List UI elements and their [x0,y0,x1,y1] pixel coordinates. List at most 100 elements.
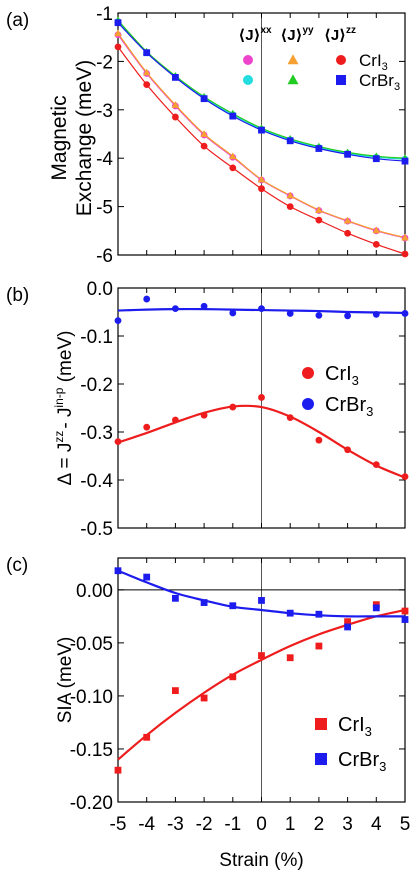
data-point [143,733,151,741]
data-point [200,130,208,137]
legend-marker [243,75,253,85]
x-tick-label: -2 [196,814,213,835]
data-point [401,233,409,241]
data-point [372,311,380,318]
fit-line [117,569,405,618]
data-point [114,29,122,37]
data-point [172,687,179,695]
data-point [114,766,122,774]
y-tick-label: 0.0 [87,279,113,300]
data-point [286,310,294,317]
data-point [372,240,380,248]
x-tick-label: 5 [400,814,411,835]
panel-label: (a) [6,10,29,31]
x-axis-label: Strain (%) [219,850,303,871]
y-tick-label: -0.1 [80,327,113,348]
data-point [172,113,179,121]
y-axis-label-line1: Magnetic [48,95,71,180]
data-point [286,609,294,617]
legend-label: CrBr3 [325,394,373,419]
x-tick-label: 0 [256,814,267,835]
data-point [401,250,409,258]
legend-label: CrBr3 [338,749,386,774]
y-tick-label: -0.10 [70,687,113,708]
y-axis-label: SIA (meV) [55,637,76,724]
x-tick-label: 3 [342,814,353,835]
data-point [229,673,237,681]
data-point [372,604,380,612]
data-point [344,446,351,454]
legend-marker [287,54,299,65]
data-point [200,302,208,310]
data-point [344,229,351,237]
x-tick-label: 1 [285,814,296,835]
legend-marker [315,753,327,765]
y-axis-label: Δ = Jzz- Jin-p (meV) [52,331,76,486]
y-tick-label: -3 [96,101,113,122]
fit-line [117,404,406,479]
data-point [401,616,409,623]
panel-label: (b) [6,285,29,306]
data-point [315,206,323,213]
legend-marker [302,367,314,379]
data-point [200,142,208,150]
data-point [143,573,151,581]
data-point [315,145,323,152]
data-point [200,599,208,606]
data-point [315,610,323,618]
y-tick-label: -5 [96,198,113,219]
data-point [258,305,265,313]
data-point [229,152,237,160]
data-point [258,394,265,401]
data-point [172,305,179,313]
data-point [286,414,294,421]
data-point [229,403,237,411]
legend-label: CrBr3 [359,71,400,93]
legend-label: CrI3 [338,714,372,739]
data-point [344,618,351,626]
data-point [143,423,151,431]
y-tick-label: -0.05 [70,634,113,655]
data-point [229,164,237,172]
data-point [257,175,266,183]
legend-label: CrI3 [359,51,388,73]
legend-marker [302,398,314,410]
legend-column-header: ⟨J⟩xx [238,25,272,44]
data-point [286,203,294,211]
data-point [344,150,351,158]
data-point [172,416,179,424]
x-tick-label: 4 [371,814,382,835]
panels: -1 -2 -3 -4 -5 -6 (a) Magnetic Exchange (meV) ⟨J⟩… [6,4,410,871]
fit-line [117,608,406,761]
legend-marker [336,55,346,65]
legend-marker [315,718,327,730]
data-point [258,185,265,193]
x-tick-label: -4 [138,814,155,835]
data-point [229,309,237,317]
data-point [143,81,151,89]
x-tick-label: -1 [224,814,241,835]
data-point [229,602,237,610]
data-point [258,597,265,604]
data-point [172,594,179,602]
data-point [114,438,122,445]
panel-c: -5 -4 -3 -2 -1 0 1 2 3 4 5 Strain (%) 0.00 -0.05 -0.10… [6,555,410,871]
data-point [315,642,323,650]
data-point [401,473,409,481]
legend-marker [336,75,346,85]
data-point [372,226,381,234]
x-tick-label: 2 [314,814,325,835]
legend-marker [287,74,299,85]
x-tick-label: -5 [110,814,127,835]
data-point [315,216,323,224]
data-point [258,652,265,659]
data-point [315,436,323,444]
data-point [401,310,409,317]
y-tick-label: 0.00 [76,581,113,602]
y-tick-label: -2 [96,52,113,73]
data-point [401,607,409,615]
panel-label: (c) [6,555,28,576]
data-point [114,567,122,575]
legend-label: CrI3 [325,363,359,388]
